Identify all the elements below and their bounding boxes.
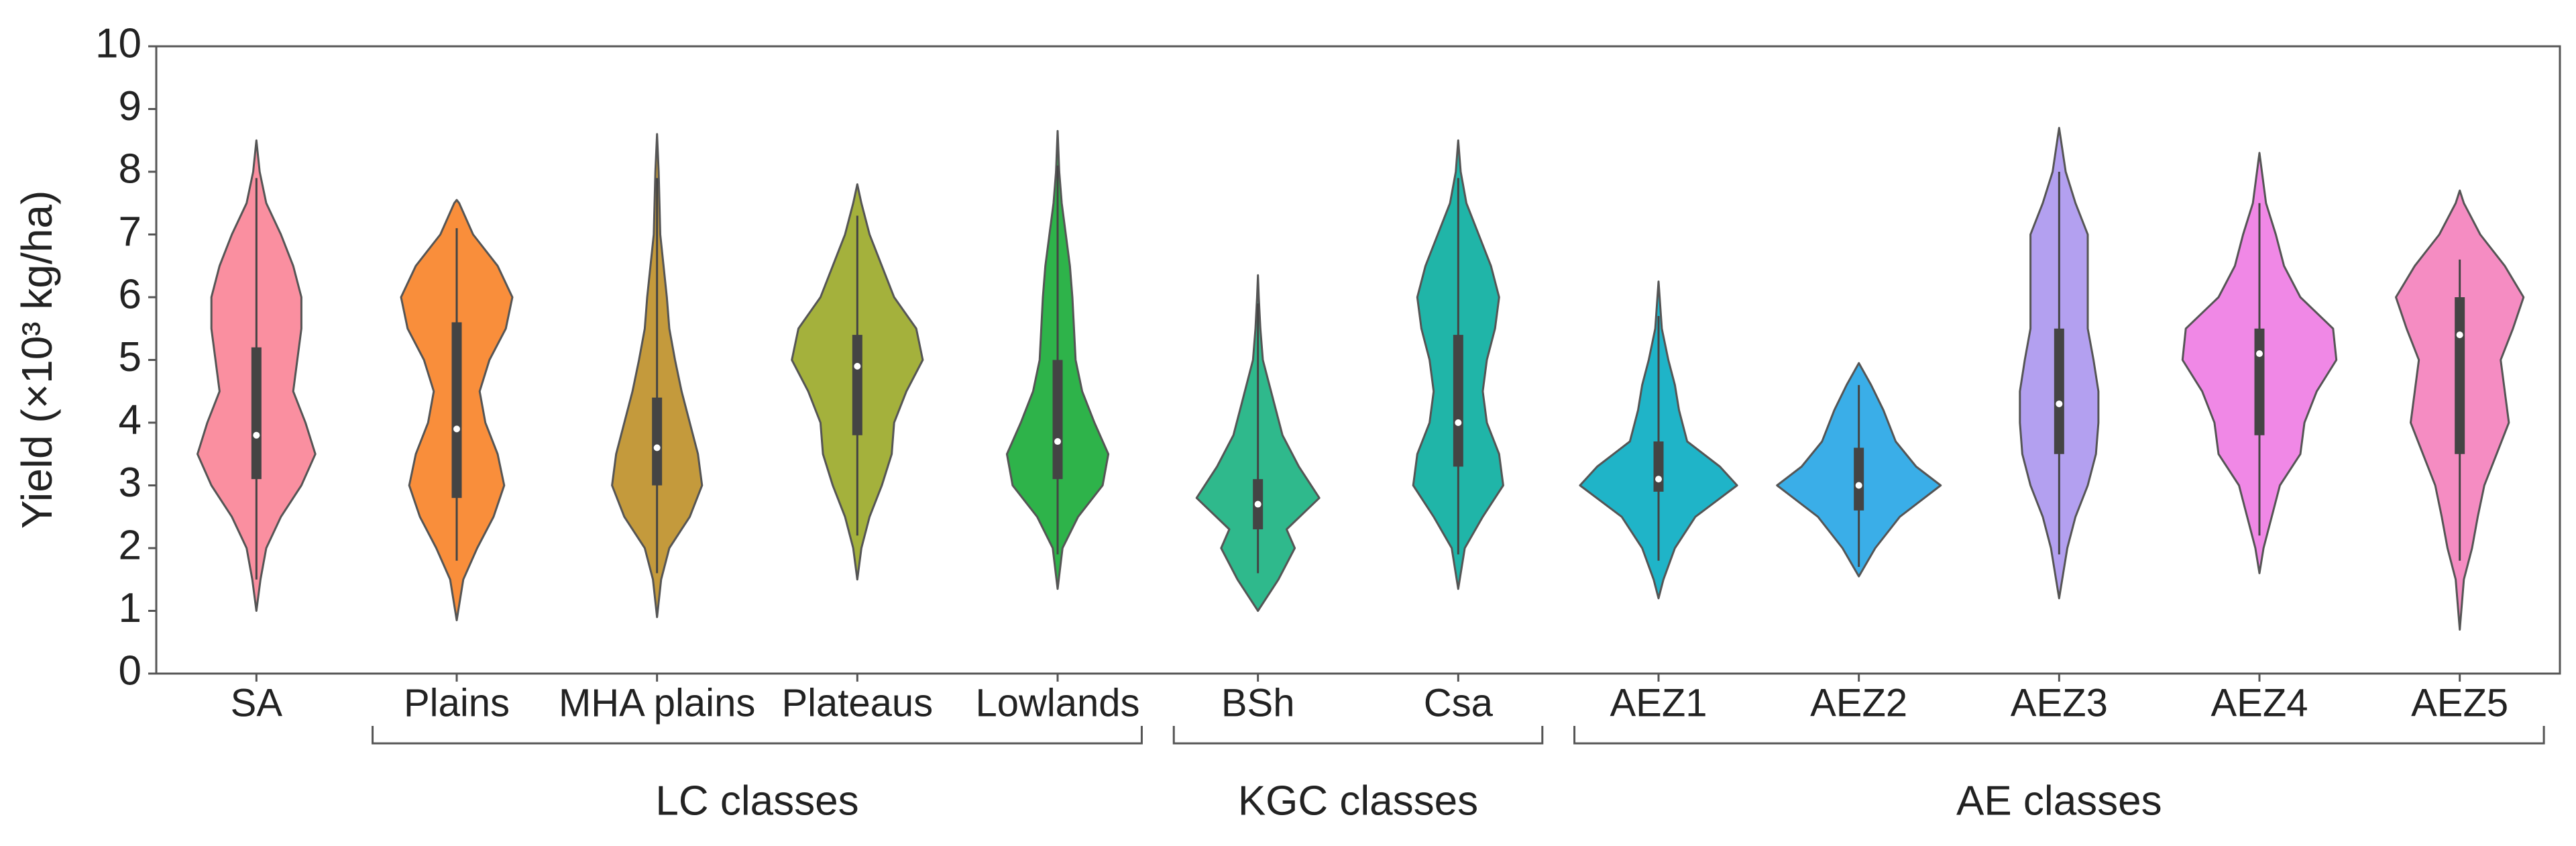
median — [854, 362, 861, 370]
y-tick-label: 0 — [119, 647, 142, 694]
group-label: LC classes — [655, 778, 858, 824]
y-tick-label: 6 — [119, 271, 142, 317]
x-tick-label: BSh — [1221, 681, 1295, 725]
median — [1855, 482, 1862, 489]
group-bracket — [372, 726, 1143, 745]
y-tick-label: 3 — [119, 460, 142, 506]
x-tick-label: SA — [231, 681, 283, 725]
y-tick-label: 9 — [119, 83, 142, 129]
group-bracket — [1172, 726, 1544, 745]
x-tick-label: AEZ5 — [2411, 681, 2508, 725]
y-axis-label: Yield (×10³ kg/ha) — [13, 191, 61, 529]
median — [1254, 500, 1262, 508]
y-tick-label: 10 — [95, 20, 142, 66]
median — [2456, 331, 2463, 339]
x-tick-label: AEZ2 — [1810, 681, 1907, 725]
x-tick-label: Plateaus — [781, 681, 933, 725]
median — [1455, 419, 1462, 426]
y-tick-label: 7 — [119, 209, 142, 255]
y-tick-label: 4 — [119, 396, 142, 443]
median — [453, 425, 460, 433]
x-tick-label: MHA plains — [559, 681, 755, 725]
y-tick-label: 5 — [119, 334, 142, 380]
y-tick-label: 2 — [119, 522, 142, 568]
x-tick-label: Csa — [1424, 681, 1494, 725]
x-tick-label: AEZ4 — [2210, 681, 2308, 725]
median — [2056, 400, 2063, 407]
median — [653, 444, 661, 452]
group-label: AE classes — [1956, 778, 2162, 824]
x-tick-label: Lowlands — [975, 681, 1139, 725]
group-label: KGC classes — [1238, 778, 1478, 824]
y-tick-label: 1 — [119, 585, 142, 631]
median — [2256, 350, 2263, 358]
median — [1054, 438, 1061, 445]
median — [253, 431, 260, 439]
x-tick-label: AEZ1 — [1610, 681, 1707, 725]
group-bracket — [1573, 726, 2545, 745]
x-tick-label: Plains — [404, 681, 510, 725]
x-tick-label: AEZ3 — [2011, 681, 2108, 725]
y-tick-label: 8 — [119, 146, 142, 192]
median — [1655, 476, 1662, 483]
